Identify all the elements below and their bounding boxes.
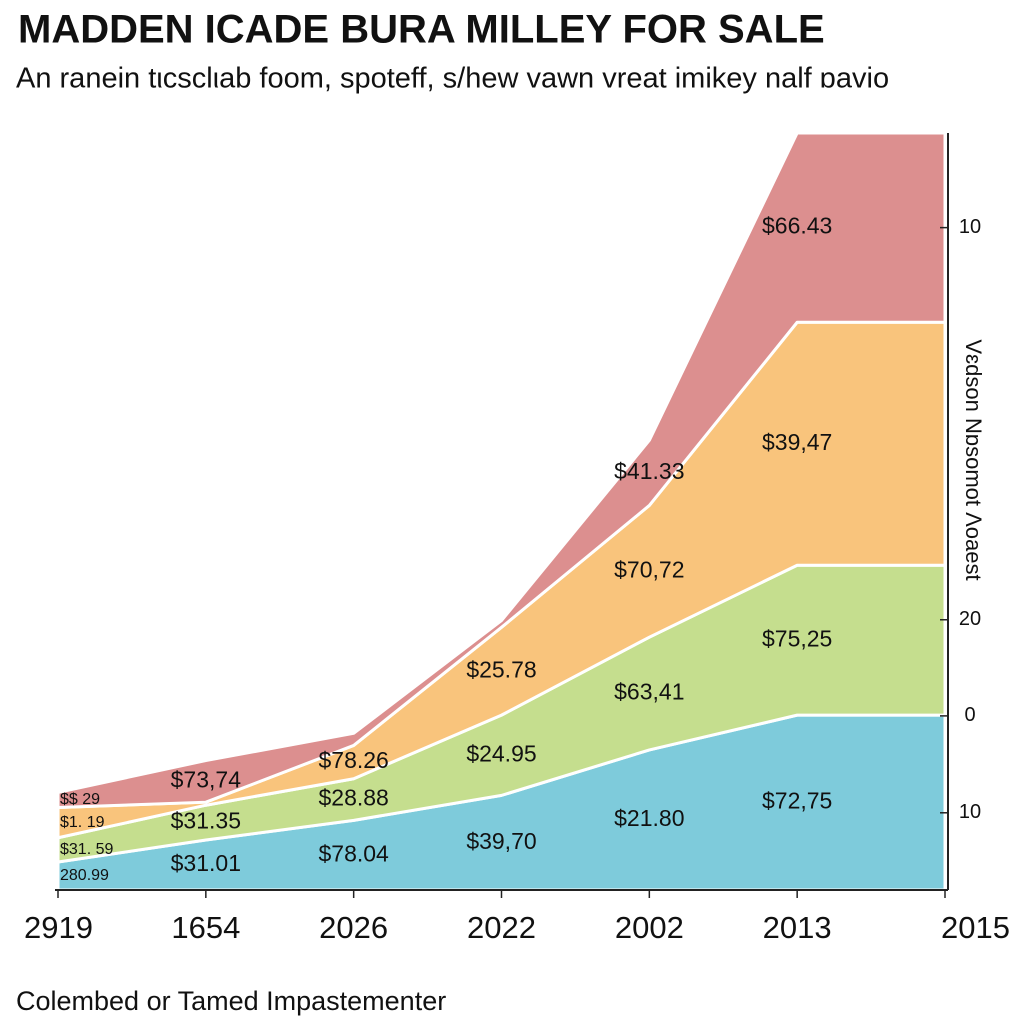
data-label: $75,25 [762,625,832,651]
footer: Colembed or Tamed Impastementer [16,986,446,1016]
data-label: $31.01 [171,850,241,876]
x-tick-label: 2022 [467,910,536,945]
area [56,131,947,809]
data-label: $31.35 [171,808,241,834]
data-label: $1. 19 [60,814,105,831]
data-label: $39,47 [762,429,832,455]
chart-subtitle: An ranein tιcsclιab foom, spoteff, s/hew… [16,63,889,95]
x-tick-label: 2026 [319,910,388,945]
y-tick-label: 10 [959,801,981,823]
data-label: $21.80 [614,805,684,831]
data-label: $39,70 [466,828,536,854]
y-axis-label: Vɛdson Nɒsomot Λoaest [961,339,986,580]
data-label: $66.43 [762,213,832,239]
y-tick-label: 20 [959,608,981,630]
data-label: $63,41 [614,679,684,705]
data-label: $31. 59 [60,841,113,858]
x-tick-label: 2919 [24,910,93,945]
data-label: $41.33 [614,458,684,484]
data-label: $24.95 [466,740,536,766]
data-label: $28.88 [318,785,388,811]
data-label: $78.04 [318,840,389,866]
chart-title: MADDEN ICADE BURA MILLEY FOR SALE [18,8,825,52]
y-tick-label: 0 [964,704,975,726]
x-tick-label: 1654 [171,910,240,945]
x-tick-label: 2002 [615,910,684,945]
data-label: $$ 29 [60,791,100,808]
y-tick-label: 10 [959,216,981,238]
data-label: $25.78 [466,656,536,682]
x-tick-label: 2013 [763,910,832,945]
data-label: $78.26 [318,747,388,773]
data-label: 280.99 [60,867,109,884]
x-tick-label: 2015 [941,910,1010,945]
data-label: $73,74 [171,766,242,792]
data-label: $72,75 [762,788,832,814]
data-label: $70,72 [614,556,684,582]
